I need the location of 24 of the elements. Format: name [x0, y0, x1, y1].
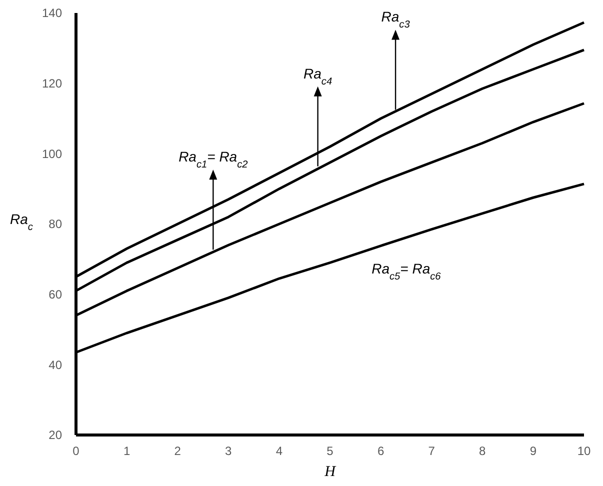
y-tick-label: 120: [42, 76, 62, 91]
y-tick-label: 40: [48, 358, 62, 372]
x-tick-label: 1: [123, 444, 130, 458]
y-tick-label: 80: [48, 217, 62, 232]
x-tick-label: 0: [72, 444, 80, 458]
x-tick-label: 5: [326, 444, 334, 458]
y-tick-label: 60: [48, 288, 62, 302]
x-tick-label: 7: [428, 444, 436, 458]
x-tick-label: 8: [479, 444, 486, 458]
annotation: Ra$_{c1}$= Ra$_{c2}$: [178, 148, 248, 170]
y-axis-title: Ra$_{c}$: [10, 211, 33, 232]
x-axis-title: H: [324, 464, 337, 480]
annotation: Ra$_{c3}$: [381, 8, 410, 30]
x-tick-label: 4: [276, 444, 283, 458]
x-tick-label: 2: [174, 444, 182, 458]
x-tick-label: 6: [377, 444, 384, 458]
y-tick-label: 20: [48, 428, 62, 442]
annotation: Ra$_{c4}$: [304, 65, 332, 87]
x-tick-label: 3: [225, 444, 232, 458]
y-tick-label: 100: [42, 146, 62, 161]
x-tick-label: 10: [577, 444, 591, 458]
y-tick-label: 140: [42, 6, 62, 20]
x-tick-label: 9: [530, 444, 537, 458]
annotation: Ra$_{c5}$= Ra$_{c6}$: [372, 260, 442, 282]
